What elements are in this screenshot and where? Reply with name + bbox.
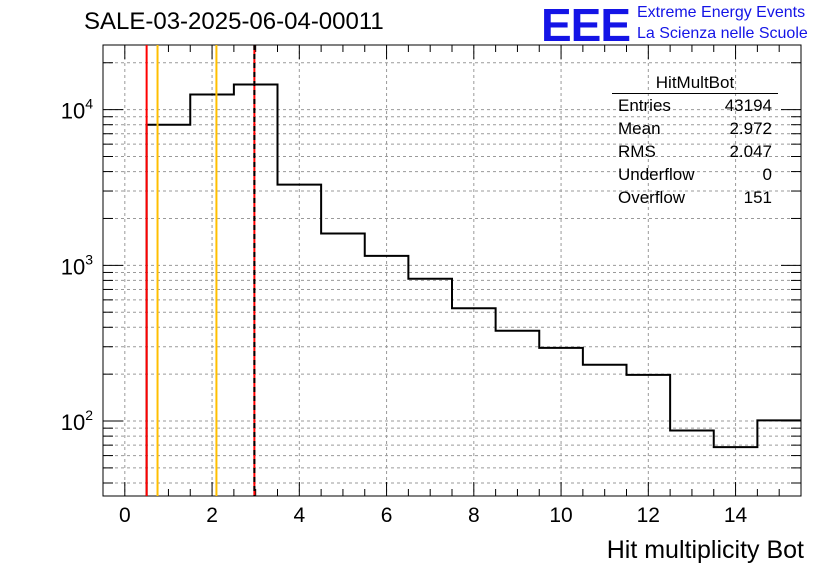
histogram-bin bbox=[365, 256, 409, 496]
histogram-bin bbox=[452, 308, 496, 496]
stats-value: 0 bbox=[762, 165, 772, 184]
stats-value: 43194 bbox=[724, 96, 772, 115]
stats-label: Mean bbox=[618, 119, 661, 138]
stats-row-underflow: Underflow 0 bbox=[612, 163, 778, 186]
y-tick-label: 104 bbox=[61, 96, 93, 124]
histogram-bin bbox=[278, 185, 322, 496]
stats-box: HitMultBot Entries 43194 Mean 2.972 RMS … bbox=[612, 73, 778, 209]
eee-logo-line2: La Scienza nelle Scuole bbox=[637, 25, 808, 42]
histogram-bin bbox=[496, 331, 540, 496]
stats-label: Entries bbox=[618, 96, 671, 115]
histogram-bin bbox=[190, 95, 234, 496]
x-tick-label: 10 bbox=[549, 504, 572, 527]
histogram-bin bbox=[714, 447, 758, 496]
stats-row-overflow: Overflow 151 bbox=[612, 186, 778, 209]
chart-title: SALE-03-2025-06-04-00011 bbox=[84, 8, 384, 35]
stats-label: Underflow bbox=[618, 165, 695, 184]
x-tick-label: 4 bbox=[293, 504, 305, 527]
stats-title: HitMultBot bbox=[612, 73, 778, 94]
histogram-bin bbox=[321, 234, 365, 496]
histogram-bin bbox=[757, 420, 801, 496]
stats-row-rms: RMS 2.047 bbox=[612, 140, 778, 163]
eee-logo-line1: Extreme Energy Events bbox=[637, 4, 806, 21]
stats-value: 151 bbox=[743, 188, 772, 207]
stats-row-entries: Entries 43194 bbox=[612, 94, 778, 117]
x-tick-label: 8 bbox=[468, 504, 480, 527]
stats-row-mean: Mean 2.972 bbox=[612, 117, 778, 140]
histogram-bin bbox=[583, 365, 627, 496]
stats-label: RMS bbox=[618, 142, 656, 161]
x-tick-label: 6 bbox=[381, 504, 393, 527]
histogram-bin bbox=[670, 430, 714, 496]
histogram-bin bbox=[539, 348, 583, 496]
stats-label: Overflow bbox=[618, 188, 686, 207]
eee-logo: EEE bbox=[541, 0, 631, 51]
stats-value: 2.972 bbox=[729, 119, 772, 138]
x-axis-title: Hit multiplicity Bot bbox=[606, 536, 804, 564]
x-tick-label: 12 bbox=[637, 504, 660, 527]
x-tick-label: 0 bbox=[119, 504, 131, 527]
histogram-bin bbox=[408, 279, 452, 496]
y-tick-label: 103 bbox=[61, 251, 93, 279]
histogram-series bbox=[145, 83, 801, 496]
histogram-bin bbox=[627, 375, 671, 496]
y-tick-label: 102 bbox=[61, 407, 93, 435]
stats-value: 2.047 bbox=[729, 142, 772, 161]
histogram-bin bbox=[234, 84, 278, 496]
x-tick-label: 2 bbox=[206, 504, 218, 527]
histogram-bin bbox=[147, 125, 191, 496]
x-tick-label: 14 bbox=[724, 504, 748, 527]
